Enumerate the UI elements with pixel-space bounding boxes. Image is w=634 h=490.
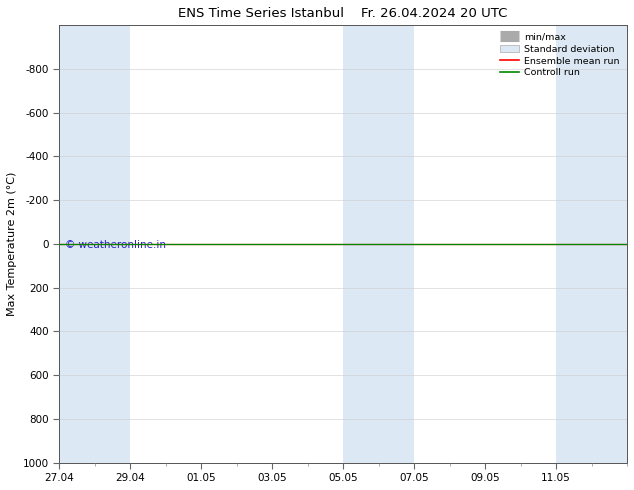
Legend: min/max, Standard deviation, Ensemble mean run, Controll run: min/max, Standard deviation, Ensemble me… bbox=[498, 30, 623, 80]
Title: ENS Time Series Istanbul    Fr. 26.04.2024 20 UTC: ENS Time Series Istanbul Fr. 26.04.2024 … bbox=[178, 7, 508, 20]
Bar bbox=[59, 25, 130, 463]
Y-axis label: Max Temperature 2m (°C): Max Temperature 2m (°C) bbox=[7, 172, 17, 316]
Text: © weatheronline.in: © weatheronline.in bbox=[65, 240, 165, 250]
Bar bbox=[556, 25, 627, 463]
Bar bbox=[343, 25, 414, 463]
